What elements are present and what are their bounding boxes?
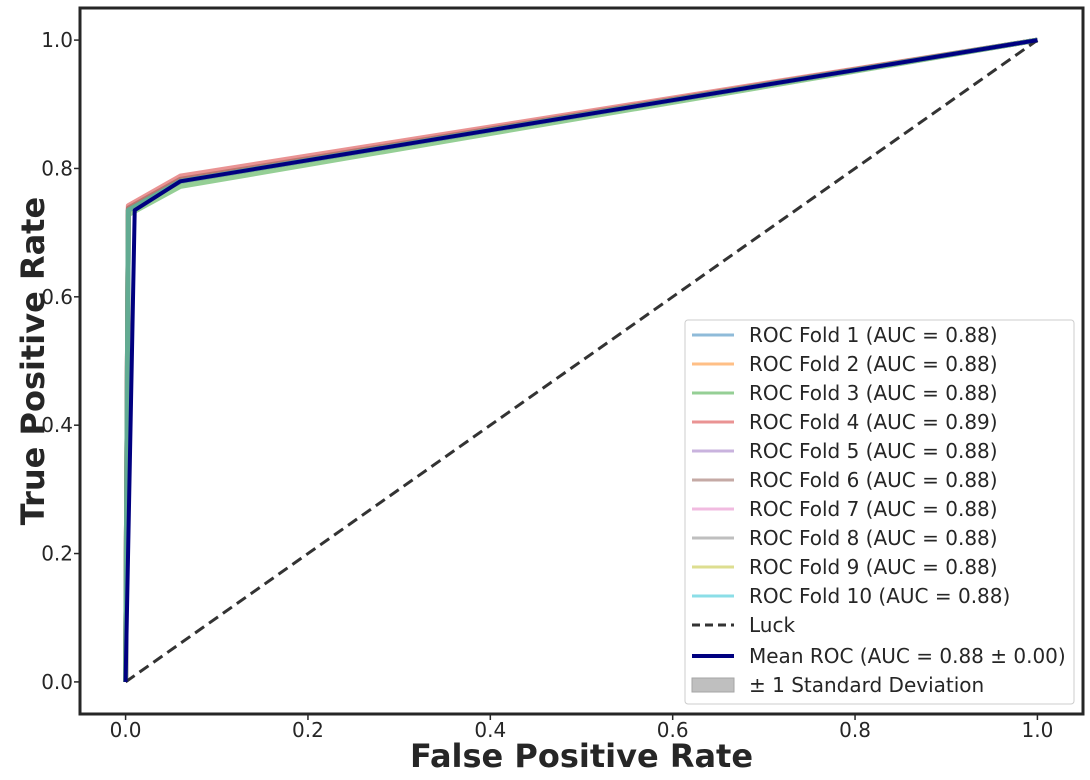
- legend-fold-5-label: ROC Fold 5 (AUC = 0.88): [749, 439, 998, 463]
- legend-fold-10-label: ROC Fold 10 (AUC = 0.88): [749, 584, 1010, 608]
- legend-fold-3-label: ROC Fold 3 (AUC = 0.88): [749, 381, 998, 405]
- y-tick-label: 0.6: [41, 285, 73, 309]
- y-tick-label: 0.8: [41, 156, 73, 180]
- y-axis-title: True Positive Rate: [14, 197, 52, 525]
- y-tick-label: 1.0: [41, 28, 73, 52]
- legend: ROC Fold 1 (AUC = 0.88) ROC Fold 2 (AUC =…: [684, 319, 1075, 705]
- x-tick-label: 1.0: [1022, 718, 1054, 742]
- legend-fold-4-label: ROC Fold 4 (AUC = 0.89): [749, 410, 998, 434]
- x-tick-label: 0.8: [839, 718, 871, 742]
- legend-fold-6-label: ROC Fold 6 (AUC = 0.88): [749, 468, 998, 492]
- legend-luck-label: Luck: [749, 613, 795, 637]
- x-axis-title: False Positive Rate: [410, 737, 753, 775]
- y-tick-label: 0.0: [41, 670, 73, 694]
- legend-mean-roc-label: Mean ROC (AUC = 0.88 ± 0.00): [749, 644, 1066, 668]
- legend-fold-2-label: ROC Fold 2 (AUC = 0.88): [749, 352, 998, 376]
- mean-roc-line: [123, 38, 1038, 682]
- legend-fold-9-label: ROC Fold 9 (AUC = 0.88): [749, 555, 998, 579]
- x-tick-label: 0.6: [657, 718, 689, 742]
- x-tick-label: 0.0: [110, 718, 142, 742]
- y-tick-label: 0.2: [41, 542, 73, 566]
- legend-box: [684, 319, 1075, 705]
- plot-frame: [78, 6, 1085, 716]
- legend-fold-8-label: ROC Fold 8 (AUC = 0.88): [749, 526, 998, 550]
- x-tick-label: 0.2: [292, 718, 324, 742]
- plot-area: [123, 37, 1039, 684]
- y-tick-label: 0.4: [41, 413, 73, 437]
- legend-fold-1-label: ROC Fold 1 (AUC = 0.88): [749, 323, 998, 347]
- x-tick-label: 0.4: [474, 718, 506, 742]
- legend-fold-7-label: ROC Fold 7 (AUC = 0.88): [749, 497, 998, 521]
- legend-std-swatch: [691, 677, 735, 693]
- legend-std-label: ± 1 Standard Deviation: [749, 673, 984, 697]
- axis-ticks: 0.0 0.2 0.4 0.6 0.8 1.0 0.0 0.2 0.4 0.6 0.8 1.0: [41, 28, 1053, 742]
